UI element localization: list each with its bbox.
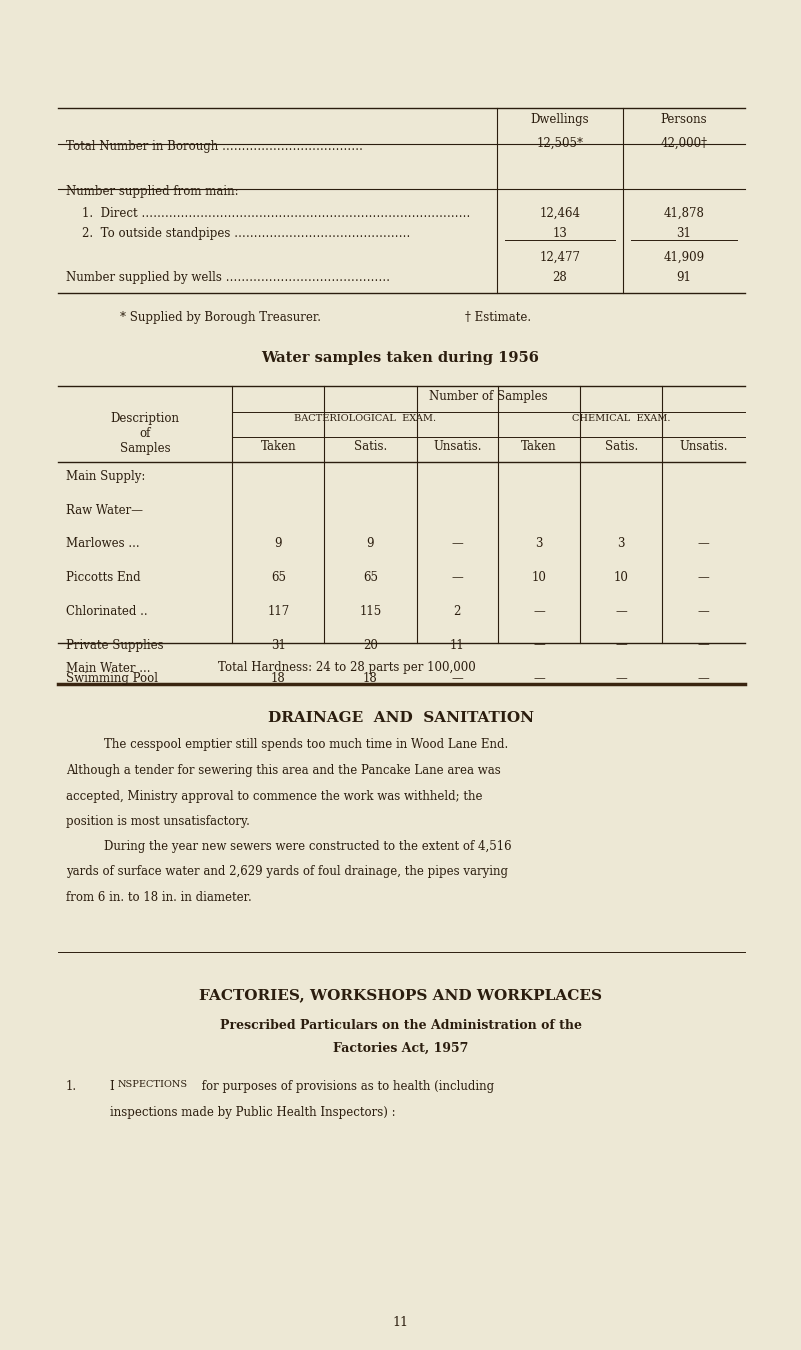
Text: —: —: [533, 672, 545, 686]
Text: —: —: [533, 639, 545, 652]
Text: Number supplied by wells ……………………………………: Number supplied by wells ……………………………………: [66, 271, 390, 285]
Text: Satis.: Satis.: [605, 440, 638, 454]
Text: Main Water ...: Main Water ...: [66, 662, 150, 675]
Text: position is most unsatisfactory.: position is most unsatisfactory.: [66, 815, 250, 829]
Text: The cesspool emptier still spends too much time in Wood Lane End.: The cesspool emptier still spends too mu…: [104, 738, 509, 752]
Text: Dwellings: Dwellings: [530, 113, 590, 127]
Text: Chlorinated ..: Chlorinated ..: [66, 605, 147, 618]
Text: During the year new sewers were constructed to the extent of 4,516: During the year new sewers were construc…: [104, 840, 512, 853]
Text: —: —: [698, 605, 710, 618]
Text: —: —: [615, 639, 627, 652]
Text: Marlowes ...: Marlowes ...: [66, 537, 139, 551]
Text: from 6 in. to 18 in. in diameter.: from 6 in. to 18 in. in diameter.: [66, 891, 252, 904]
Text: 11: 11: [392, 1316, 409, 1330]
Text: 28: 28: [553, 271, 567, 285]
Text: 31: 31: [677, 227, 691, 240]
Text: —: —: [615, 672, 627, 686]
Text: Persons: Persons: [661, 113, 707, 127]
Text: 9: 9: [275, 537, 282, 551]
Text: 65: 65: [363, 571, 378, 585]
Text: 18: 18: [271, 672, 286, 686]
Text: —: —: [615, 605, 627, 618]
Text: Number of Samples: Number of Samples: [429, 390, 548, 404]
Text: 117: 117: [268, 605, 289, 618]
Text: 65: 65: [271, 571, 286, 585]
Text: NSPECTIONS: NSPECTIONS: [118, 1080, 188, 1089]
Text: * Supplied by Borough Treasurer.: * Supplied by Borough Treasurer.: [120, 310, 321, 324]
Text: 10: 10: [614, 571, 629, 585]
Text: 12,464: 12,464: [539, 207, 581, 220]
Text: 18: 18: [363, 672, 378, 686]
Text: DRAINAGE  AND  SANITATION: DRAINAGE AND SANITATION: [268, 711, 533, 725]
Text: I: I: [110, 1080, 115, 1094]
Text: 12,505*: 12,505*: [537, 136, 583, 150]
Text: Number supplied from main:: Number supplied from main:: [66, 185, 239, 198]
Text: —: —: [698, 672, 710, 686]
Text: BACTERIOLOGICAL  EXAM.: BACTERIOLOGICAL EXAM.: [294, 414, 437, 424]
Text: accepted, Ministry approval to commence the work was withheld; the: accepted, Ministry approval to commence …: [66, 790, 482, 803]
Text: 12,477: 12,477: [539, 251, 581, 265]
Text: † Estimate.: † Estimate.: [465, 310, 531, 324]
Text: 1.  Direct …………………………………………………………………………: 1. Direct …………………………………………………………………………: [82, 207, 470, 220]
Text: Main Supply:: Main Supply:: [66, 470, 145, 483]
Text: Prescribed Particulars on the Administration of the: Prescribed Particulars on the Administra…: [219, 1019, 582, 1033]
Text: —: —: [698, 571, 710, 585]
Text: Total Number in Borough ………………………………: Total Number in Borough ………………………………: [66, 140, 363, 154]
Text: Raw Water—: Raw Water—: [66, 504, 143, 517]
Text: Swimming Pool: Swimming Pool: [66, 672, 158, 686]
Text: yards of surface water and 2,629 yards of foul drainage, the pipes varying: yards of surface water and 2,629 yards o…: [66, 865, 508, 879]
Text: Piccotts End: Piccotts End: [66, 571, 140, 585]
Text: Water samples taken during 1956: Water samples taken during 1956: [262, 351, 539, 364]
Text: —: —: [698, 537, 710, 551]
Text: Total Hardness: 24 to 28 parts per 100,000: Total Hardness: 24 to 28 parts per 100,0…: [218, 662, 476, 675]
Text: 20: 20: [363, 639, 378, 652]
Text: 2: 2: [453, 605, 461, 618]
Text: 13: 13: [553, 227, 567, 240]
Text: Factories Act, 1957: Factories Act, 1957: [332, 1042, 469, 1056]
Text: FACTORIES, WORKSHOPS AND WORKPLACES: FACTORIES, WORKSHOPS AND WORKPLACES: [199, 988, 602, 1002]
Text: —: —: [533, 605, 545, 618]
Text: 42,000†: 42,000†: [661, 136, 707, 150]
Text: 9: 9: [367, 537, 374, 551]
Text: —: —: [698, 639, 710, 652]
Text: inspections made by Public Health Inspectors) :: inspections made by Public Health Inspec…: [110, 1106, 396, 1119]
Text: 10: 10: [532, 571, 546, 585]
Text: Taken: Taken: [260, 440, 296, 454]
Text: —: —: [452, 571, 463, 585]
Text: 11: 11: [450, 639, 465, 652]
Text: Satis.: Satis.: [354, 440, 387, 454]
Text: 3: 3: [535, 537, 543, 551]
Text: 91: 91: [677, 271, 691, 285]
Text: 115: 115: [360, 605, 381, 618]
Text: Private Supplies: Private Supplies: [66, 639, 163, 652]
Text: 41,878: 41,878: [663, 207, 705, 220]
Text: 2.  To outside standpipes ………………………………………: 2. To outside standpipes ………………………………………: [82, 227, 410, 240]
Text: Unsatis.: Unsatis.: [679, 440, 728, 454]
Text: for purposes of provisions as to health (including: for purposes of provisions as to health …: [198, 1080, 494, 1094]
Text: Although a tender for sewering this area and the Pancake Lane area was: Although a tender for sewering this area…: [66, 764, 501, 778]
Text: 1.: 1.: [66, 1080, 77, 1094]
Text: —: —: [452, 672, 463, 686]
Text: CHEMICAL  EXAM.: CHEMICAL EXAM.: [573, 414, 670, 424]
Text: —: —: [452, 537, 463, 551]
Text: Description
of
Samples: Description of Samples: [111, 412, 179, 455]
Text: 31: 31: [271, 639, 286, 652]
Text: 41,909: 41,909: [663, 251, 705, 265]
Text: Taken: Taken: [521, 440, 557, 454]
Text: Unsatis.: Unsatis.: [433, 440, 481, 454]
Text: 3: 3: [618, 537, 625, 551]
